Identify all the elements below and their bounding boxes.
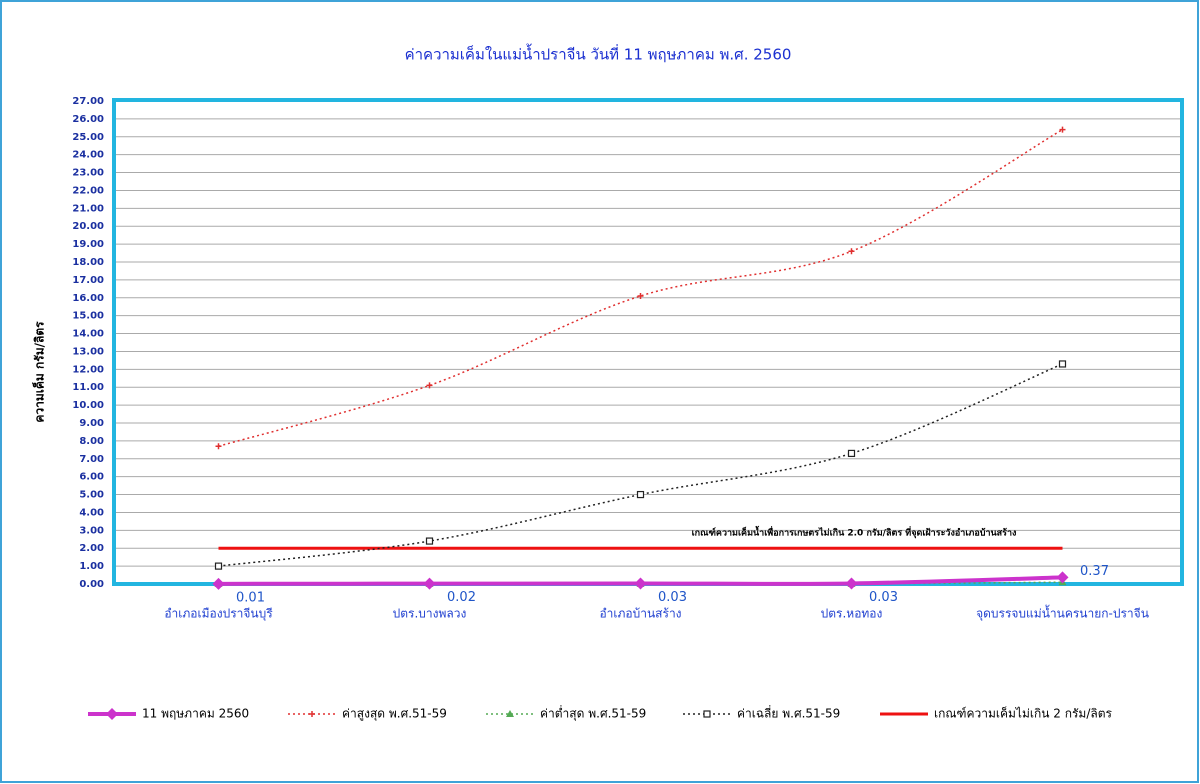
x-tick-label: อำเภอเมืองปราจีนบุรี bbox=[164, 607, 273, 622]
data-label: 0.01 bbox=[236, 590, 265, 605]
y-tick-label: 23.00 bbox=[72, 168, 104, 179]
y-axis-label: ความเค็ม กรัม/ลิตร bbox=[32, 321, 47, 423]
point bbox=[1059, 126, 1066, 133]
point bbox=[215, 443, 222, 450]
grid bbox=[113, 100, 1182, 585]
point bbox=[425, 537, 434, 545]
y-tick-label: 18.00 bbox=[72, 257, 104, 268]
legend-label: ค่าเฉลี่ย พ.ศ.51-59 bbox=[737, 705, 840, 721]
y-tick-label: 5.00 bbox=[79, 490, 104, 501]
y-tick-label: 7.00 bbox=[79, 454, 104, 465]
y-tick-label: 10.00 bbox=[72, 400, 104, 411]
y-tick-label: 19.00 bbox=[72, 239, 104, 250]
x-tick-label: อำเภอบ้านสร้าง bbox=[599, 607, 681, 621]
y-tick-label: 22.00 bbox=[72, 185, 104, 196]
y-tick-label: 17.00 bbox=[72, 275, 104, 286]
point bbox=[214, 562, 223, 570]
y-tick-label: 13.00 bbox=[72, 346, 104, 357]
y-tick-label: 12.00 bbox=[72, 364, 104, 375]
legend-marker bbox=[106, 708, 118, 720]
series-line bbox=[218, 363, 1063, 567]
y-tick-label: 25.00 bbox=[72, 132, 104, 143]
point bbox=[1058, 360, 1067, 368]
point bbox=[637, 292, 644, 299]
y-tick-label: 14.00 bbox=[72, 329, 104, 340]
legend-label: ค่าสูงสุด พ.ศ.51-59 bbox=[342, 707, 447, 722]
point bbox=[423, 577, 436, 590]
legend-marker bbox=[703, 710, 711, 718]
legend-label: 11 พฤษภาคม 2560 bbox=[142, 707, 249, 721]
point bbox=[847, 449, 856, 458]
point bbox=[848, 248, 855, 255]
point bbox=[1056, 571, 1069, 584]
y-tick-label: 15.00 bbox=[72, 311, 104, 322]
y-tick-label: 4.00 bbox=[79, 507, 104, 518]
x-tick-label: ปตร.หอทอง bbox=[821, 607, 883, 621]
x-tick-label: ปตร.บางพลวง bbox=[393, 607, 467, 621]
y-tick-label: 3.00 bbox=[79, 525, 104, 536]
point bbox=[634, 577, 647, 590]
legend-marker bbox=[309, 711, 315, 717]
data-label: 0.03 bbox=[869, 590, 898, 605]
y-tick-label: 16.00 bbox=[72, 293, 104, 304]
y-tick-label: 1.00 bbox=[79, 561, 104, 572]
y-tick-label: 2.00 bbox=[79, 543, 104, 554]
data-label: 0.03 bbox=[658, 590, 687, 605]
legend-label: ค่าต่ำสุด พ.ศ.51-59 bbox=[540, 705, 646, 722]
x-tick-label: จุดบรรจบแม่น้ำนครนายก-ปราจีน bbox=[976, 605, 1149, 622]
data-label: 0.37 bbox=[1080, 564, 1109, 579]
point bbox=[426, 382, 433, 389]
y-tick-label: 6.00 bbox=[79, 472, 104, 483]
point bbox=[636, 490, 645, 499]
data-label: 0.02 bbox=[447, 590, 476, 605]
chart-title: ค่าความเค็มในแม่น้ำปราจีน วันที่ 11 พฤษภ… bbox=[405, 44, 792, 64]
annotation: เกณฑ์ความเค็มน้ำเพื่อการเกษตรไม่เกิน 2.0… bbox=[692, 526, 1017, 539]
legend-marker bbox=[506, 710, 514, 717]
y-tick-label: 26.00 bbox=[72, 114, 104, 125]
legend-label: เกณฑ์ความเค็มไม่เกิน 2 กรัม/ลิตร bbox=[934, 706, 1113, 721]
point bbox=[212, 577, 225, 590]
y-tick-label: 21.00 bbox=[72, 203, 104, 214]
y-tick-label: 20.00 bbox=[72, 221, 104, 232]
y-tick-label: 8.00 bbox=[79, 436, 104, 447]
y-tick-label: 24.00 bbox=[72, 150, 104, 161]
y-tick-label: 9.00 bbox=[79, 418, 104, 429]
y-tick-label: 0.00 bbox=[79, 579, 104, 590]
y-tick-label: 27.00 bbox=[72, 96, 104, 107]
point bbox=[845, 577, 858, 590]
y-tick-label: 11.00 bbox=[72, 382, 104, 393]
